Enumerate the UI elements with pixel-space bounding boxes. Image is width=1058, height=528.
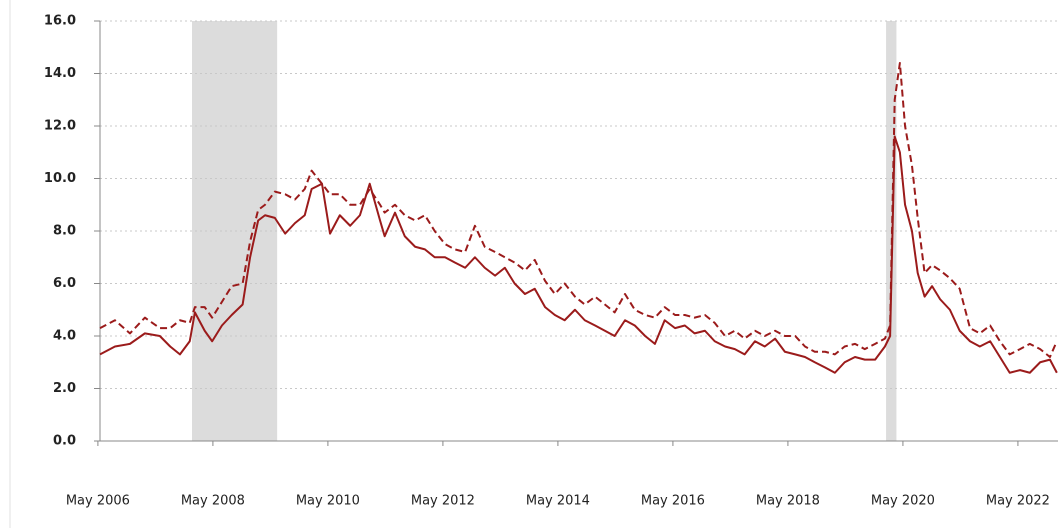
x-tick-label: May 2008 [181,494,245,509]
y-tick-label: 0.0 [53,434,76,449]
y-tick-label: 14.0 [44,66,76,81]
y-tick-label: 16.0 [44,14,76,29]
x-tick-label: May 2014 [526,494,590,509]
x-tick-label: May 2020 [871,494,935,509]
series-line [99,135,1058,374]
x-tick-label: May 2012 [411,494,475,509]
y-tick-label: 10.0 [44,171,76,186]
series-line-dashed [99,62,1058,358]
y-tick-label: 4.0 [53,329,76,344]
y-tick-label: 12.0 [44,119,76,134]
x-tick-label: May 2010 [296,494,360,509]
x-tick-label: May 2016 [641,494,705,509]
x-tick-label: May 2006 [66,494,130,509]
y-tick-label: 6.0 [53,276,76,291]
x-tick-label: May 2022 [986,494,1050,509]
x-tick-label: May 2018 [756,494,820,509]
y-tick-label: 8.0 [53,224,76,239]
y-tick-label: 2.0 [53,381,76,396]
recession-band [192,21,278,441]
